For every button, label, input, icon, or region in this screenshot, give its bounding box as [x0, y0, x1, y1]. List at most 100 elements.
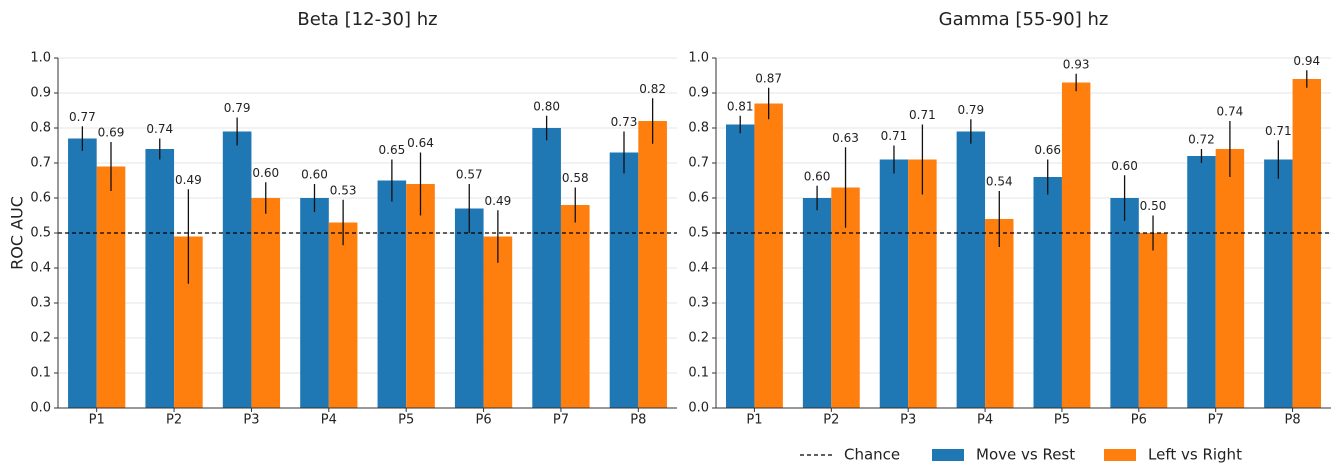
value-label: 0.77 — [69, 110, 96, 124]
y-axis-label: ROC AUC — [8, 196, 27, 270]
bar — [1033, 177, 1062, 408]
y-tick-label: 0.0 — [30, 401, 51, 416]
bar — [1292, 79, 1322, 408]
y-tick-label: 1.0 — [688, 51, 709, 66]
legend-label: Left vs Right — [1148, 446, 1242, 464]
value-label: 0.50 — [1140, 199, 1167, 213]
value-label: 0.80 — [533, 99, 560, 113]
y-tick-label: 0.0 — [688, 401, 709, 416]
value-label: 0.63 — [832, 131, 859, 145]
value-label: 0.71 — [1265, 124, 1292, 138]
y-tick-label: 0.3 — [688, 296, 709, 311]
value-label: 0.57 — [456, 168, 483, 182]
value-label: 0.53 — [330, 183, 357, 197]
bar — [1110, 198, 1139, 408]
bar — [251, 198, 281, 408]
y-tick-label: 0.5 — [688, 226, 709, 241]
value-label: 0.60 — [301, 168, 328, 182]
bar — [609, 152, 639, 408]
legend-swatch — [1104, 449, 1136, 461]
bar — [377, 180, 407, 408]
value-label: 0.72 — [1188, 133, 1215, 147]
x-tick-label: P4 — [321, 413, 337, 428]
value-label: 0.60 — [1111, 159, 1138, 173]
value-label: 0.93 — [1063, 57, 1090, 71]
y-tick-label: 1.0 — [30, 51, 51, 66]
bar — [956, 131, 986, 408]
bar — [483, 236, 513, 408]
x-tick-label: P5 — [398, 413, 414, 428]
value-label: 0.79 — [224, 101, 251, 115]
y-tick-label: 0.2 — [688, 331, 709, 346]
legend-label: Chance — [844, 446, 900, 464]
chart-title: Beta [12-30] hz — [297, 9, 437, 30]
bar — [145, 149, 175, 408]
x-tick-label: P1 — [89, 413, 105, 428]
y-tick-label: 0.3 — [30, 296, 51, 311]
value-label: 0.60 — [252, 166, 279, 180]
y-tick-label: 0.1 — [688, 366, 709, 381]
value-label: 0.87 — [755, 71, 782, 85]
value-label: 0.81 — [727, 99, 754, 113]
bar — [96, 166, 126, 408]
x-tick-label: P6 — [476, 413, 492, 428]
x-tick-label: P7 — [1208, 413, 1224, 428]
y-tick-label: 0.6 — [688, 191, 709, 206]
bar — [725, 124, 755, 408]
bar — [1264, 159, 1293, 408]
chart-title: Gamma [55-90] hz — [939, 9, 1109, 30]
x-tick-label: P2 — [823, 413, 839, 428]
y-tick-label: 0.7 — [688, 156, 709, 171]
x-tick-label: P7 — [553, 413, 569, 428]
value-label: 0.64 — [407, 136, 434, 150]
bar — [754, 103, 783, 408]
bar — [802, 198, 832, 408]
y-tick-label: 0.4 — [30, 261, 51, 276]
x-tick-label: P5 — [1054, 413, 1070, 428]
value-label: 0.60 — [804, 169, 831, 183]
bar — [638, 121, 667, 408]
y-tick-label: 0.9 — [30, 86, 51, 101]
bar — [532, 128, 561, 408]
bar — [985, 219, 1014, 408]
value-label: 0.79 — [957, 103, 984, 117]
y-tick-label: 0.9 — [688, 86, 709, 101]
bar — [1061, 82, 1091, 408]
x-tick-label: P8 — [630, 413, 646, 428]
value-label: 0.54 — [986, 175, 1013, 189]
bar — [406, 184, 435, 408]
x-tick-label: P8 — [1285, 413, 1301, 428]
y-tick-label: 0.6 — [30, 191, 51, 206]
y-tick-label: 0.8 — [688, 121, 709, 136]
y-tick-label: 0.8 — [30, 121, 51, 136]
value-label: 0.71 — [909, 108, 936, 122]
x-tick-label: P4 — [977, 413, 993, 428]
y-tick-label: 0.2 — [30, 331, 51, 346]
x-tick-label: P2 — [166, 413, 182, 428]
y-tick-label: 0.4 — [688, 261, 709, 276]
bar — [1215, 149, 1245, 408]
value-label: 0.82 — [639, 82, 666, 96]
bar — [68, 138, 97, 408]
value-label: 0.74 — [1217, 105, 1244, 119]
value-label: 0.73 — [611, 115, 638, 129]
value-label: 0.94 — [1293, 54, 1320, 68]
y-tick-label: 0.1 — [30, 366, 51, 381]
value-label: 0.65 — [379, 143, 406, 157]
x-tick-label: P3 — [900, 413, 916, 428]
x-tick-label: P1 — [746, 413, 762, 428]
value-label: 0.49 — [175, 173, 202, 187]
bar — [879, 159, 909, 408]
value-label: 0.58 — [562, 171, 589, 185]
x-tick-label: P3 — [243, 413, 259, 428]
bar — [454, 208, 484, 408]
bar — [1187, 156, 1216, 408]
value-label: 0.49 — [485, 194, 512, 208]
legend-swatch — [932, 449, 964, 461]
value-label: 0.74 — [146, 122, 173, 136]
legend-label: Move vs Rest — [976, 446, 1075, 464]
x-tick-label: P6 — [1131, 413, 1147, 428]
bar — [560, 205, 590, 408]
